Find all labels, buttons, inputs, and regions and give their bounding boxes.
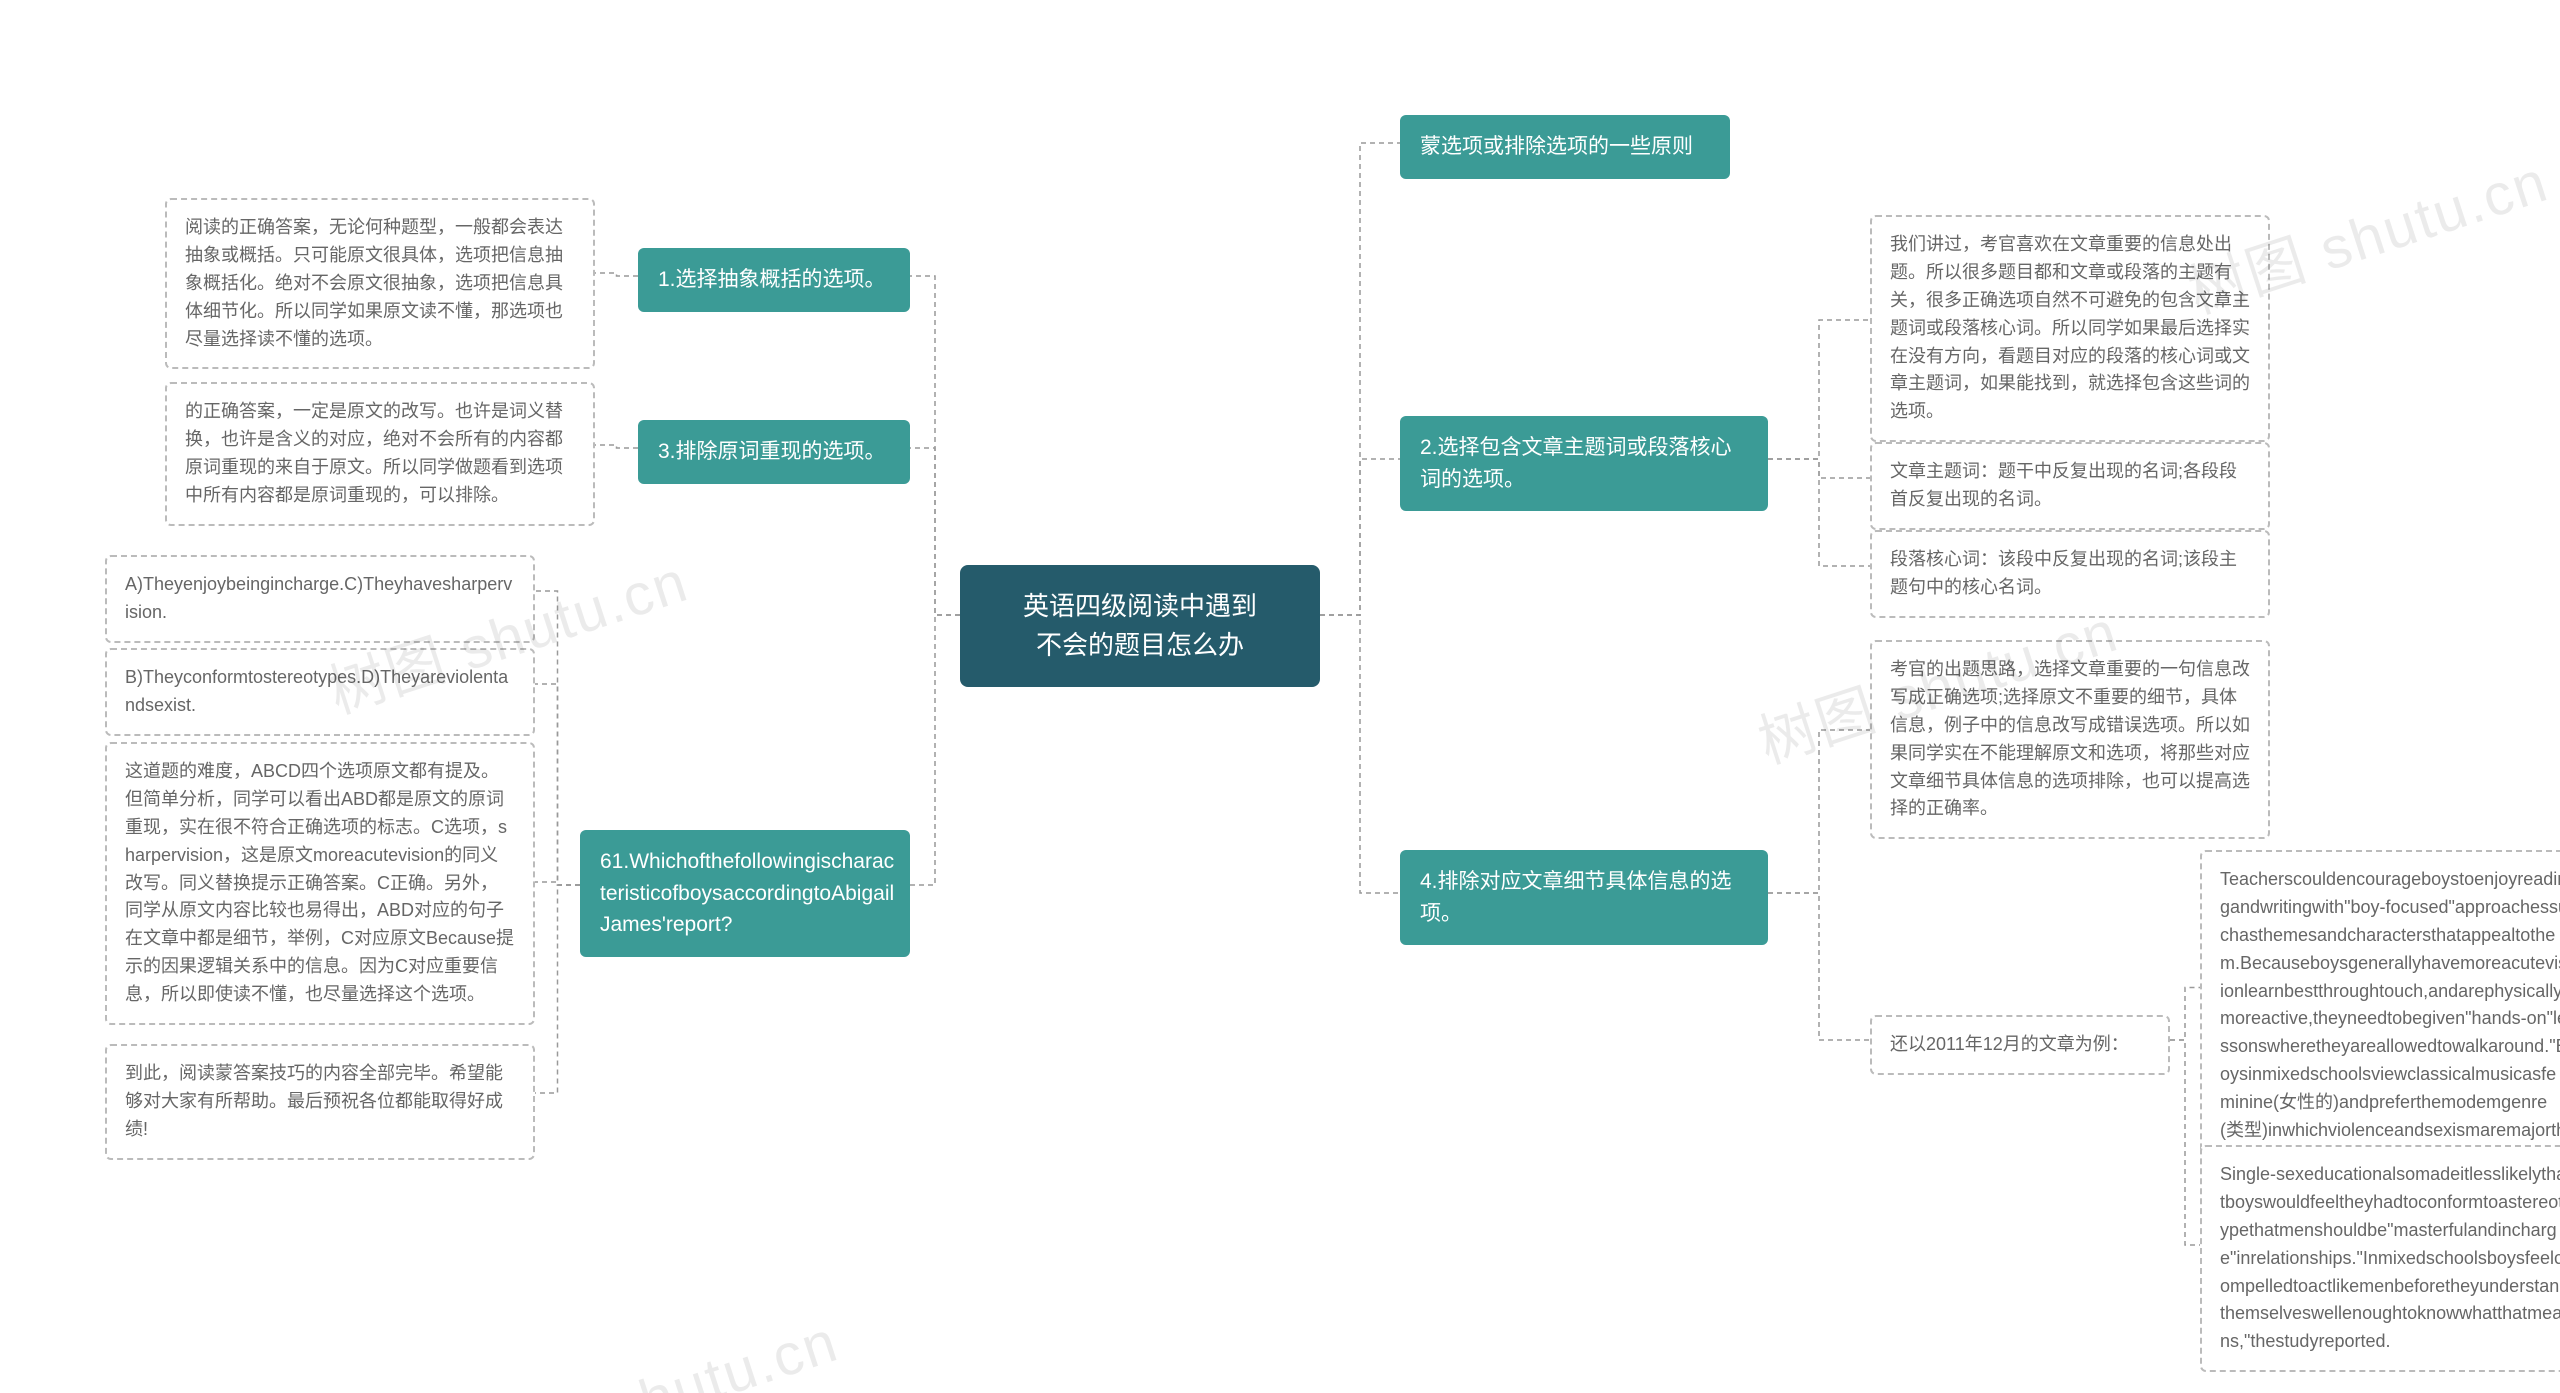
left-branch-1-text: 3.排除原词重现的选项。 bbox=[658, 440, 886, 463]
right-branch-1-leaf-2: 段落核心词：该段中反复出现的名词;该段主题句中的核心名词。 bbox=[1870, 530, 2270, 618]
right-branch-2-leaf-1-sub-1: Single-sexeducationalsomadeitlesslikelyt… bbox=[2200, 1145, 2560, 1372]
left-branch-0-leaf-0: 阅读的正确答案，无论何种题型，一般都会表达抽象或概括。只可能原文很具体，选项把信… bbox=[165, 198, 595, 369]
right-branch-2-leaf-1-sub-0: Teacherscouldencourageboystoenjoyreading… bbox=[2200, 850, 2560, 1189]
right-branch-1-leaf-1-text: 文章主题词：题干中反复出现的名词;各段段首反复出现的名词。 bbox=[1890, 461, 2237, 509]
left-branch-2-leaf-3-text: 到此，阅读蒙答案技巧的内容全部完毕。希望能够对大家有所帮助。最后预祝各位都能取得… bbox=[125, 1063, 503, 1139]
watermark-3: 树图 shutu.cn bbox=[466, 1294, 847, 1393]
right-branch-2-leaf-0: 考官的出题思路，选择文章重要的一句信息改写成正确选项;选择原文不重要的细节，具体… bbox=[1870, 640, 2270, 839]
left-branch-1-leaf-0: 的正确答案，一定是原文的改写。也许是词义替换，也许是含义的对应，绝对不会所有的内… bbox=[165, 382, 595, 526]
left-branch-2: 61.Whichofthefollowingischaracteristicof… bbox=[580, 830, 910, 957]
left-branch-2-leaf-1-text: B)Theyconformtostereotypes.D)Theyareviol… bbox=[125, 667, 508, 715]
left-branch-2-leaf-1: B)Theyconformtostereotypes.D)Theyareviol… bbox=[105, 648, 535, 736]
left-branch-0-leaf-0-text: 阅读的正确答案，无论何种题型，一般都会表达抽象或概括。只可能原文很具体，选项把信… bbox=[185, 217, 563, 349]
right-branch-1-leaf-0: 我们讲过，考官喜欢在文章重要的信息处出题。所以很多题目都和文章或段落的主题有关，… bbox=[1870, 215, 2270, 442]
left-branch-0-text: 1.选择抽象概括的选项。 bbox=[658, 268, 886, 291]
right-branch-2-leaf-1-text: 还以2011年12月的文章为例： bbox=[1890, 1034, 2129, 1054]
left-branch-2-leaf-2-text: 这道题的难度，ABCD四个选项原文都有提及。但简单分析，同学可以看出ABD都是原… bbox=[125, 761, 514, 1004]
left-branch-1-leaf-0-text: 的正确答案，一定是原文的改写。也许是词义替换，也许是含义的对应，绝对不会所有的内… bbox=[185, 401, 563, 505]
right-branch-2-leaf-1: 还以2011年12月的文章为例： bbox=[1870, 1015, 2170, 1075]
root-text: 英语四级阅读中遇到不会的题目怎么办 bbox=[1023, 591, 1257, 660]
right-branch-2-leaf-0-text: 考官的出题思路，选择文章重要的一句信息改写成正确选项;选择原文不重要的细节，具体… bbox=[1890, 659, 2250, 818]
left-branch-2-leaf-0-text: A)Theyenjoybeingincharge.C)Theyhavesharp… bbox=[125, 574, 512, 622]
right-branch-2: 4.排除对应文章细节具体信息的选项。 bbox=[1400, 850, 1768, 945]
right-branch-0: 蒙选项或排除选项的一些原则 bbox=[1400, 115, 1730, 179]
right-branch-2-leaf-1-sub-0-text: Teacherscouldencourageboystoenjoyreading… bbox=[2220, 869, 2560, 1168]
right-branch-1-leaf-1: 文章主题词：题干中反复出现的名词;各段段首反复出现的名词。 bbox=[1870, 442, 2270, 530]
left-branch-2-leaf-2: 这道题的难度，ABCD四个选项原文都有提及。但简单分析，同学可以看出ABD都是原… bbox=[105, 742, 535, 1025]
left-branch-1: 3.排除原词重现的选项。 bbox=[638, 420, 910, 484]
left-branch-2-leaf-3: 到此，阅读蒙答案技巧的内容全部完毕。希望能够对大家有所帮助。最后预祝各位都能取得… bbox=[105, 1044, 535, 1160]
right-branch-1-leaf-2-text: 段落核心词：该段中反复出现的名词;该段主题句中的核心名词。 bbox=[1890, 549, 2237, 597]
right-branch-2-leaf-1-sub-1-text: Single-sexeducationalsomadeitlesslikelyt… bbox=[2220, 1164, 2560, 1351]
left-branch-0: 1.选择抽象概括的选项。 bbox=[638, 248, 910, 312]
right-branch-0-text: 蒙选项或排除选项的一些原则 bbox=[1420, 135, 1693, 158]
right-branch-1: 2.选择包含文章主题词或段落核心词的选项。 bbox=[1400, 416, 1768, 511]
right-branch-1-text: 2.选择包含文章主题词或段落核心词的选项。 bbox=[1420, 436, 1732, 491]
left-branch-2-text: 61.Whichofthefollowingischaracteristicof… bbox=[600, 850, 894, 936]
right-branch-1-leaf-0-text: 我们讲过，考官喜欢在文章重要的信息处出题。所以很多题目都和文章或段落的主题有关，… bbox=[1890, 234, 2250, 421]
root-node: 英语四级阅读中遇到不会的题目怎么办 bbox=[960, 565, 1320, 687]
left-branch-2-leaf-0: A)Theyenjoybeingincharge.C)Theyhavesharp… bbox=[105, 555, 535, 643]
right-branch-2-text: 4.排除对应文章细节具体信息的选项。 bbox=[1420, 870, 1732, 925]
